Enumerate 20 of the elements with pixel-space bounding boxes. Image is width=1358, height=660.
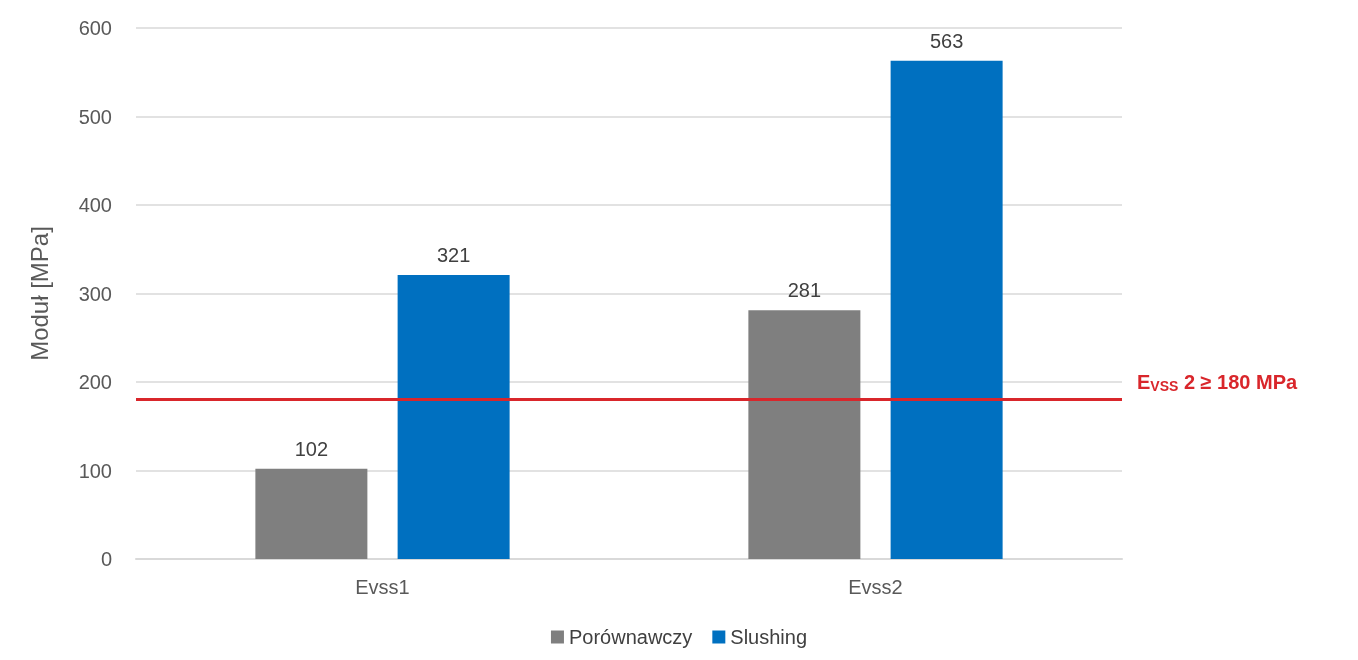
data-label: 102 <box>294 437 329 460</box>
x-tick-label: Evss1 <box>355 576 410 598</box>
y-axis-title: Moduł [MPa] <box>25 226 53 361</box>
y-tick-label: 600 <box>78 17 112 39</box>
bar <box>748 310 861 559</box>
bar <box>397 274 510 559</box>
y-tick-label: 200 <box>78 371 112 393</box>
y-tick-label: 300 <box>78 282 112 305</box>
y-tick-label: 500 <box>78 105 112 128</box>
y-tick-label: 400 <box>78 194 112 216</box>
y-tick-label: 0 <box>100 548 112 570</box>
data-label: 563 <box>929 29 964 52</box>
bar <box>255 468 368 559</box>
data-label: 321 <box>436 243 471 266</box>
bar <box>890 60 1003 559</box>
data-label: 281 <box>787 279 822 302</box>
legend-label: Porównawczy <box>568 626 693 648</box>
y-tick-label: 100 <box>78 459 112 482</box>
x-tick-label: Evss2 <box>848 576 903 598</box>
legend-label: Slushing <box>730 626 808 648</box>
